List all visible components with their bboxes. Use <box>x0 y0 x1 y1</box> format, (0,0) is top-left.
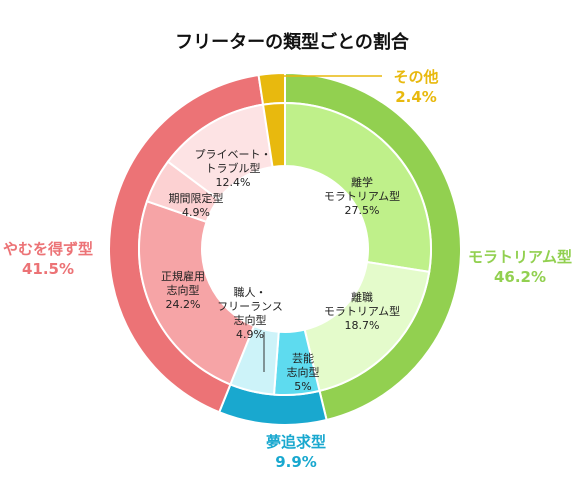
outer-slice-3 <box>257 71 286 106</box>
inner-label-0: 離学モラトリアム型 27.5% <box>324 175 400 217</box>
slice-labels: 離学モラトリアム型 27.5% 離職モラトリアム型 18.7%芸能志向型 5%職人・フリ… <box>3 68 572 471</box>
inner-slice-0 <box>284 101 432 273</box>
outer-label-1: 夢追求型 <box>266 433 326 451</box>
inner-slice-1 <box>303 260 431 393</box>
leader-lines <box>263 75 382 372</box>
outer-value-1: 9.9% <box>275 453 317 471</box>
inner-slice-7 <box>261 101 286 169</box>
inner-label-5: 期間限定型 4.9% <box>169 191 224 219</box>
outer-value-3: 2.4% <box>395 88 437 106</box>
inner-label-2: 芸能志向型 5% <box>287 351 320 393</box>
outer-value-2: 41.5% <box>22 260 74 278</box>
outer-value-0: 46.2% <box>494 268 546 286</box>
chart-title: フリーターの類型ごとの割合 <box>175 31 410 53</box>
outer-label-2: やむを得ず型 <box>3 240 93 258</box>
inner-label-3: 職人・フリーランス志向型 4.9% <box>217 286 283 341</box>
inner-label-4: 正規雇用志向型 24.2% <box>161 269 205 311</box>
leader-line-other <box>271 75 382 83</box>
inner-ring <box>138 101 432 396</box>
inner-label-6: プライベート・トラブル型 12.4% <box>195 148 272 189</box>
outer-label-0: モラトリアム型 <box>468 248 572 266</box>
inner-slice-4 <box>138 200 256 386</box>
inner-label-1: 離職モラトリアム型 18.7% <box>324 290 400 332</box>
outer-label-3: その他 <box>393 68 438 86</box>
